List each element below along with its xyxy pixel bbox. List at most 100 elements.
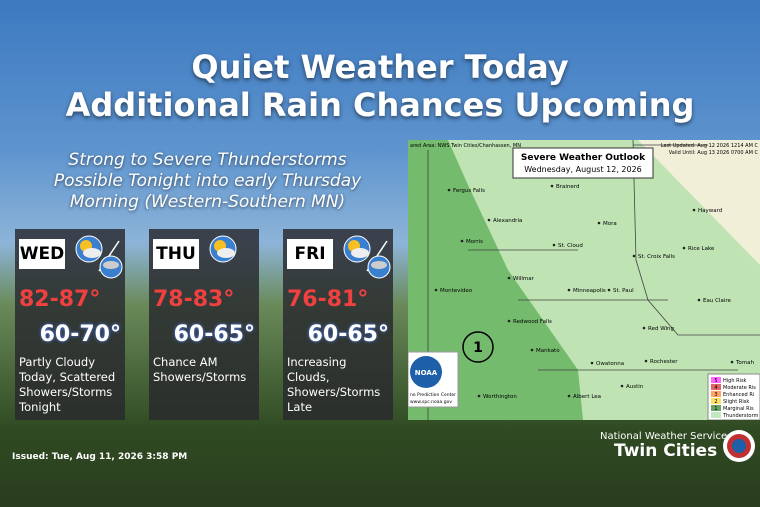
map-date: Wednesday, August 12, 2026 (524, 165, 642, 174)
low-temp: 60-65° (173, 322, 255, 347)
legend-level: 5 (714, 378, 717, 384)
city-dot (644, 359, 648, 363)
map-updated: Last Updated: Aug 12 2026 1214 AM C (661, 143, 759, 149)
city-label: Fergus Falls (453, 188, 485, 194)
city-dot (460, 239, 464, 243)
city-label: Alexandria (493, 218, 522, 224)
city-dot (447, 188, 451, 192)
city-dot (487, 218, 491, 222)
high-temp: 78-83° (153, 287, 235, 312)
city-dot (530, 348, 534, 352)
description: Partly Cloudy Today, Scattered Showers/S… (19, 355, 116, 414)
city-dot (590, 361, 594, 365)
city-label: St. Croix Falls (638, 254, 675, 260)
logo-url: www.spc.noaa.gov (410, 400, 452, 405)
city-label: Morris (466, 239, 483, 245)
city-dot (552, 243, 556, 247)
legend-swatch (711, 405, 721, 411)
day: THU (153, 239, 199, 269)
legend-level: 1 (714, 406, 717, 412)
city-dot (730, 360, 734, 364)
low-temp: 60-70° (39, 322, 121, 347)
logo: NOAA (415, 369, 438, 377)
weather-icon (343, 235, 391, 279)
city-dot (597, 221, 601, 225)
day: WED (19, 239, 65, 269)
city-dot (697, 298, 701, 302)
city-dot (567, 394, 571, 398)
map-valid: Valid Until: Aug 13 2026 0700 AM C (669, 150, 759, 156)
legend-level: 2 (714, 399, 717, 405)
outlook-map: Severe Weather Outlook Wednesday, August… (408, 140, 760, 420)
legend-swatch (711, 377, 721, 383)
city-dot (642, 326, 646, 330)
legend-swatch (711, 412, 721, 418)
legend-swatch (711, 391, 721, 397)
city-dot (477, 394, 481, 398)
low-temp: 60-65° (307, 322, 389, 347)
subtitle: Strong to Severe Thunderstorms (68, 150, 347, 170)
legend-swatch (711, 398, 721, 404)
city-label: Austin (626, 384, 644, 390)
city-dot (567, 288, 571, 292)
weather-icon (75, 235, 123, 279)
office: Twin Cities (614, 441, 718, 461)
legend-label: Slight Risk (723, 399, 749, 405)
forecast-card: FRI 76-81° 60-65° Increasing Clouds, Shower… (283, 229, 393, 420)
city-label: Albert Lea (573, 394, 601, 400)
city-label: Rochester (650, 359, 678, 365)
subtitle: Possible Tonight into early Thursday (53, 171, 362, 191)
city-dot (507, 276, 511, 280)
logo-caption: ne Prediction Center (410, 392, 456, 398)
city-label: Worthington (483, 394, 517, 400)
city-dot (682, 246, 686, 250)
risk-marker: 1 (473, 340, 483, 356)
map-title: Severe Weather Outlook (521, 153, 646, 163)
city-label: Owatonna (596, 361, 624, 367)
legend-level: 3 (714, 392, 717, 398)
legend-swatch (711, 384, 721, 390)
city-label: St. Cloud (558, 243, 583, 249)
city-dot (620, 384, 624, 388)
city-dot (434, 288, 438, 292)
city-label: Red Wing (648, 326, 674, 332)
issued: Issued: Tue, Aug 11, 2026 3:58 PM (12, 452, 188, 462)
city-label: Mankato (536, 348, 560, 354)
title: Additional Rain Chances Upcoming (65, 86, 695, 124)
city-label: Mora (603, 221, 617, 227)
high-temp: 76-81° (287, 287, 369, 312)
day: FRI (287, 239, 333, 269)
city-dot (632, 254, 636, 258)
legend-label: Moderate Ris (723, 385, 756, 391)
title: Quiet Weather Today (191, 48, 569, 86)
city-label: Tomah (735, 360, 755, 366)
high-temp: 82-87° (19, 287, 101, 312)
description: Chance AM Showers/Storms (153, 355, 247, 384)
agency: National Weather Service (600, 431, 728, 442)
legend-label: Thunderstorm (722, 413, 758, 419)
map-area: ared Area: NWS Twin Cities/Chanhassen, M… (410, 143, 521, 149)
legend-level: 4 (714, 385, 717, 391)
city-label: Brainerd (556, 184, 579, 190)
city-label: Minneapolis (573, 288, 606, 294)
city-dot (692, 208, 696, 212)
city-label: St. Paul (613, 288, 634, 294)
forecast-card: THU 78-83° 60-65° Chance AM Showers/Storms (149, 229, 259, 420)
subtitle: Morning (Western-Southern MN) (69, 192, 346, 212)
legend-label: Marginal Ris (723, 406, 754, 412)
weather-icon (209, 235, 237, 263)
city-label: Eau Claire (703, 298, 731, 304)
city-label: Montevideo (440, 288, 473, 294)
city-label: Hayward (698, 208, 722, 214)
city-label: Rice Lake (688, 246, 715, 252)
description: Increasing Clouds, Showers/Storms Late (287, 355, 381, 414)
forecast-card: WED 82-87° 60-70° Partly Cloudy Today, Scat… (15, 229, 125, 420)
city-label: Redwood Falls (513, 319, 552, 325)
legend-label: Enhanced Ri (723, 392, 754, 398)
nws-logo (723, 430, 755, 462)
legend-label: High Risk (723, 378, 747, 384)
city-dot (607, 288, 611, 292)
city-dot (550, 184, 554, 188)
city-dot (507, 319, 511, 323)
